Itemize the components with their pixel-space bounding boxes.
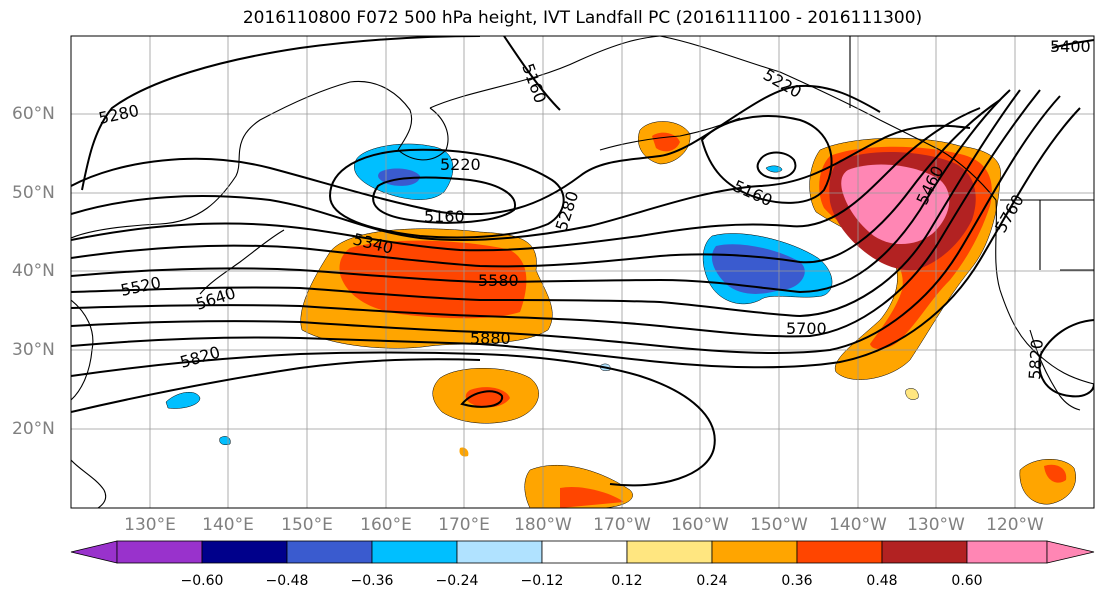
contour-label: 5160: [424, 207, 465, 226]
contour-line: [1038, 319, 1094, 398]
colorbar-tick-label: −0.48: [265, 573, 309, 589]
contour-line: [700, 115, 833, 204]
contour-label: 5280: [552, 189, 583, 234]
contour-line: [71, 358, 481, 413]
contour-line: [71, 107, 981, 252]
lon-label-150e: 150°E: [281, 515, 333, 535]
ivt-negative-patches: [165, 143, 833, 445]
colorbar-bin: [626, 540, 713, 564]
lon-label-160e: 160°E: [360, 515, 412, 535]
colorbar-tick-label: 0.48: [866, 573, 898, 589]
pos-patch-mexico-red: [1044, 464, 1067, 483]
lat-label-30n: 30°N: [12, 340, 55, 360]
colorbar-bin: [711, 540, 798, 564]
contour-label: 5700: [786, 319, 827, 338]
colorbar-tick-label: 0.60: [951, 573, 983, 589]
contour-label: 5400: [1050, 37, 1091, 56]
colorbar-bin: [201, 540, 288, 564]
colorbar-tick-label: 0.36: [781, 573, 813, 589]
lon-label-170w: 170°W: [593, 515, 651, 535]
contour-line: [71, 89, 1041, 338]
contour-label: 5520: [119, 273, 163, 300]
colorbar-tick-label: 0.12: [611, 573, 643, 589]
contour-label: 5220: [440, 155, 481, 174]
contour-line: [460, 390, 504, 408]
colorbar-bin: [116, 540, 203, 564]
colorbar-tick-label: −0.24: [435, 573, 479, 589]
pos-patch-west-coast-pink: [841, 164, 950, 245]
contour-line: [328, 148, 565, 239]
contour-line: [71, 89, 1011, 294]
contour-line: [756, 151, 797, 180]
coast-philippines: [71, 459, 107, 508]
colorbar-bin: [541, 540, 628, 564]
map-frame: [70, 35, 1095, 509]
lon-label-140e: 140°E: [202, 515, 254, 535]
lon-label-150w: 150°W: [750, 515, 808, 535]
colorbar-bin: [796, 540, 883, 564]
pos-patch-hawaii-small: [905, 388, 919, 400]
contour-label: 5160: [730, 176, 775, 210]
contour-line: [71, 99, 1001, 268]
contour-label: 5820: [1025, 338, 1047, 380]
colorbar-tick-label: −0.12: [520, 573, 564, 589]
coast-siberia: [429, 36, 661, 109]
pos-patch-aleutian-red: [652, 132, 680, 152]
neg-patch-small-3: [765, 165, 783, 173]
colorbar: [70, 540, 1095, 564]
contour-line: [71, 107, 1081, 369]
neg-patch-small-1: [165, 391, 201, 409]
colorbar-bin: [371, 540, 458, 564]
map-title: 2016110800 F072 500 hPa height, IVT Land…: [242, 8, 923, 28]
lon-label-170e: 170°E: [438, 515, 490, 535]
colorbar-tick-label: 0.24: [696, 573, 728, 589]
coast-northamerica: [995, 199, 1094, 385]
colorbar-extend-right: [1046, 540, 1095, 564]
coast-baja: [1029, 329, 1081, 411]
lon-label-120w: 120°W: [986, 515, 1044, 535]
lon-label-130e: 130°E: [124, 515, 176, 535]
coast-japan: [199, 229, 285, 295]
contour-label: 5880: [470, 329, 511, 348]
contour-line: [71, 124, 971, 242]
contour-line: [503, 36, 561, 111]
coast-asia: [71, 80, 413, 239]
gridlines: [71, 36, 1094, 508]
contour-label: 5280: [97, 101, 141, 128]
colorbar-bin: [456, 540, 543, 564]
contour-label: 5160: [518, 61, 550, 106]
lat-label-20n: 20°N: [12, 419, 55, 439]
height-contours: [71, 36, 1094, 487]
contour-label: 5820: [178, 342, 222, 371]
contour-line: [71, 89, 1021, 318]
colorbar-extend-left: [70, 540, 118, 564]
contour-line: [1051, 39, 1094, 49]
contour-line: [81, 36, 481, 191]
colorbar-tick-label: −0.60: [180, 573, 224, 589]
contour-line: [71, 351, 716, 487]
lat-label-50n: 50°N: [12, 183, 55, 203]
lon-label-140w: 140°W: [829, 515, 887, 535]
lon-label-160w: 160°W: [671, 515, 729, 535]
map-content: 5280 5160 5220 5220 5160 5280 5160 5340 …: [71, 36, 1094, 508]
colorbar-bin: [881, 540, 968, 564]
pos-patch-south-red: [560, 486, 624, 508]
lon-label-180w: 180°W: [514, 515, 572, 535]
colorbar-bin: [286, 540, 373, 564]
neg-patch-gulf-inner: [711, 244, 805, 294]
contour-label: 5580: [478, 271, 519, 290]
neg-patch-small-2: [219, 436, 231, 445]
contour-line: [71, 84, 881, 216]
lon-label-130w: 130°W: [907, 515, 965, 535]
lat-label-40n: 40°N: [12, 261, 55, 281]
colorbar-bin: [966, 540, 1048, 564]
lat-label-60n: 60°N: [12, 104, 55, 124]
colorbar-tick-label: −0.36: [350, 573, 394, 589]
contour-line: [71, 95, 1061, 354]
